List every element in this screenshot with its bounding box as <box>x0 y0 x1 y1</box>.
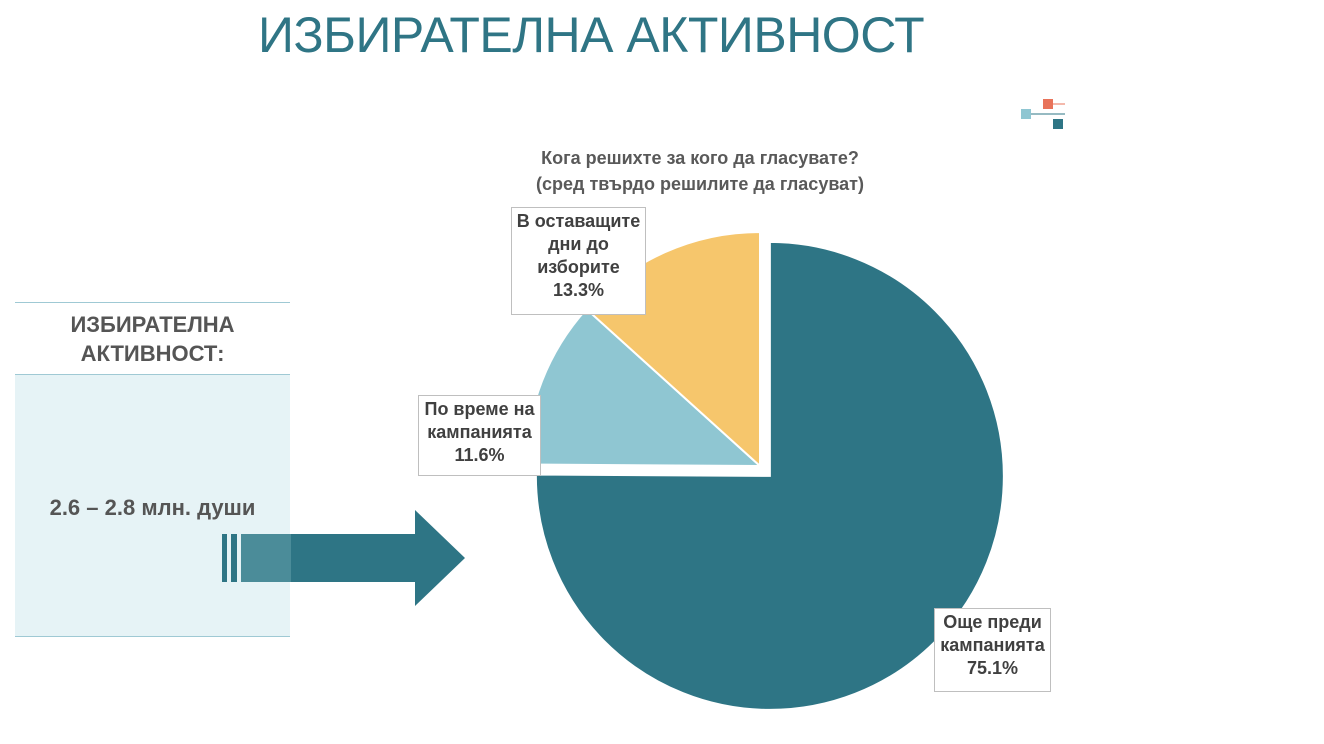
slice-label-text: Още преди <box>943 612 1042 632</box>
label-during-campaign: По време на кампанията 11.6% <box>418 395 541 476</box>
label-before-campaign: Още преди кампанията 75.1% <box>934 608 1051 692</box>
turnout-panel: ИЗБИРАТЕЛНА АКТИВНОСТ: 2.6 – 2.8 млн. ду… <box>15 302 290 637</box>
slice-label-text: В оставащите <box>516 211 641 231</box>
slice-value: 75.1% <box>966 658 1019 678</box>
chart-title: Кога решихте за кого да гласувате? (сред… <box>490 145 910 197</box>
chart-title-line1: Кога решихте за кого да гласувате? <box>541 148 859 168</box>
chart-subtitle: (сред твърдо решилите да гласуват) <box>536 174 864 194</box>
slice-value: 13.3% <box>552 280 605 300</box>
turnout-header-line1: ИЗБИРАТЕЛНА <box>70 312 235 337</box>
panel-top-divider <box>15 302 290 303</box>
slice-label-text: По време на <box>424 399 535 419</box>
turnout-value: 2.6 – 2.8 млн. души <box>49 495 256 520</box>
turnout-panel-header: ИЗБИРАТЕЛНА АКТИВНОСТ: <box>15 310 290 368</box>
slice-label-text: кампанията <box>940 635 1045 655</box>
slice-label-text: кампанията <box>427 422 532 442</box>
right-arrow-icon <box>222 510 465 606</box>
slice-value: 11.6% <box>454 445 505 465</box>
slice-label-text: дни до <box>548 234 609 254</box>
label-last-days: В оставащите дни до изборите 13.3% <box>511 207 646 315</box>
turnout-value-box: 2.6 – 2.8 млн. души <box>15 374 290 637</box>
page-title: ИЗБИРАТЕЛНА АКТИВНОСТ <box>258 7 925 63</box>
turnout-header-line2: АКТИВНОСТ: <box>80 341 225 366</box>
decorative-squares-icon <box>1021 99 1065 129</box>
slice-label-text: изборите <box>537 257 620 277</box>
